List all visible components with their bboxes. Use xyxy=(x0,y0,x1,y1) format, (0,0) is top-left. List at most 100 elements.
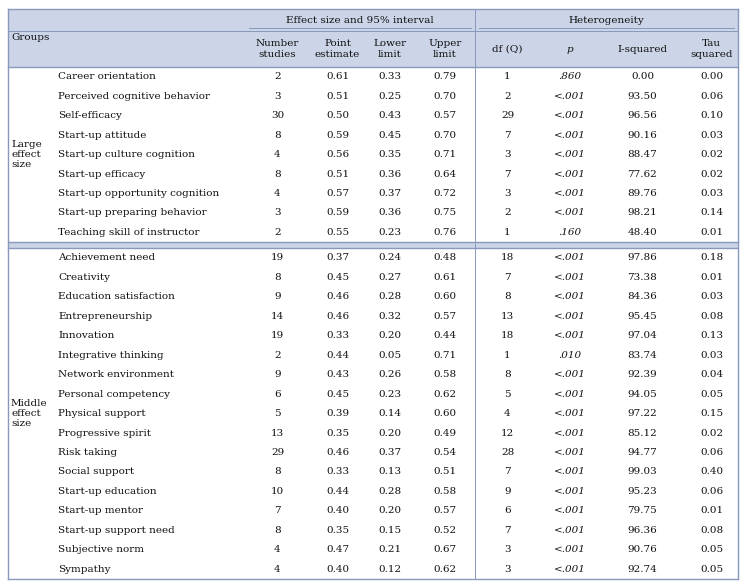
Bar xyxy=(8,287,738,306)
Text: 0.33: 0.33 xyxy=(326,331,349,340)
Text: 99.03: 99.03 xyxy=(627,467,657,476)
Bar xyxy=(8,184,738,203)
Text: 90.76: 90.76 xyxy=(627,545,657,554)
Text: .010: .010 xyxy=(559,350,582,360)
Text: 0.57: 0.57 xyxy=(326,189,349,198)
Text: 0.71: 0.71 xyxy=(433,150,457,159)
Text: 0.03: 0.03 xyxy=(700,350,723,360)
Text: <.001: <.001 xyxy=(554,487,586,496)
Text: 0.54: 0.54 xyxy=(433,448,457,457)
Text: 90.16: 90.16 xyxy=(627,131,657,139)
Text: <.001: <.001 xyxy=(554,92,586,101)
Text: 4: 4 xyxy=(275,150,280,159)
Text: 0.23: 0.23 xyxy=(378,390,401,399)
Text: <.001: <.001 xyxy=(554,189,586,198)
Text: 0.20: 0.20 xyxy=(378,429,401,437)
Text: 0.57: 0.57 xyxy=(433,111,457,120)
Text: 0.35: 0.35 xyxy=(378,150,401,159)
Text: 0.72: 0.72 xyxy=(433,189,457,198)
Text: 0.59: 0.59 xyxy=(326,131,349,139)
Bar xyxy=(8,326,738,346)
Text: 0.23: 0.23 xyxy=(378,228,401,237)
Bar xyxy=(8,145,738,164)
Text: 0.00: 0.00 xyxy=(631,72,654,81)
Text: 0.05: 0.05 xyxy=(700,564,723,574)
Text: 8: 8 xyxy=(275,273,280,282)
Text: 3: 3 xyxy=(504,564,511,574)
Bar xyxy=(8,86,738,106)
Text: 0.04: 0.04 xyxy=(700,370,723,379)
Text: 13: 13 xyxy=(501,312,514,321)
Bar xyxy=(8,248,738,268)
Text: 0.13: 0.13 xyxy=(700,331,723,340)
Text: 0.21: 0.21 xyxy=(378,545,401,554)
Text: 0.39: 0.39 xyxy=(326,409,349,418)
Text: 9: 9 xyxy=(275,292,280,301)
Bar xyxy=(8,164,738,184)
Bar xyxy=(8,462,738,482)
Text: 3: 3 xyxy=(504,189,511,198)
Text: 0.45: 0.45 xyxy=(326,273,349,282)
Text: 4: 4 xyxy=(275,545,280,554)
Text: <.001: <.001 xyxy=(554,312,586,321)
Text: 0.57: 0.57 xyxy=(433,312,457,321)
Text: 9: 9 xyxy=(275,370,280,379)
Text: 0.47: 0.47 xyxy=(326,545,349,554)
Bar xyxy=(8,203,738,223)
Text: 0.33: 0.33 xyxy=(326,467,349,476)
Bar xyxy=(8,242,738,248)
Text: 92.74: 92.74 xyxy=(627,564,657,574)
Text: 0.59: 0.59 xyxy=(326,209,349,218)
Text: 0.14: 0.14 xyxy=(378,409,401,418)
Text: Education satisfaction: Education satisfaction xyxy=(58,292,175,301)
Text: .160: .160 xyxy=(559,228,582,237)
Text: Heterogeneity: Heterogeneity xyxy=(568,16,645,25)
Text: <.001: <.001 xyxy=(554,564,586,574)
Text: 0.20: 0.20 xyxy=(378,331,401,340)
Text: 0.24: 0.24 xyxy=(378,253,401,262)
Text: 8: 8 xyxy=(275,131,280,139)
Text: 0.79: 0.79 xyxy=(433,72,457,81)
Text: 0.45: 0.45 xyxy=(326,390,349,399)
Text: 0.46: 0.46 xyxy=(326,312,349,321)
Text: 0.60: 0.60 xyxy=(433,409,457,418)
Text: 0.03: 0.03 xyxy=(700,292,723,301)
Text: 0.26: 0.26 xyxy=(378,370,401,379)
Text: 6: 6 xyxy=(504,506,511,516)
Text: 0.58: 0.58 xyxy=(433,487,457,496)
Text: 0.05: 0.05 xyxy=(700,390,723,399)
Text: 89.76: 89.76 xyxy=(627,189,657,198)
Text: 0.01: 0.01 xyxy=(700,506,723,516)
Text: 0.05: 0.05 xyxy=(700,545,723,554)
Text: 0.00: 0.00 xyxy=(700,72,723,81)
Text: 0.70: 0.70 xyxy=(433,92,457,101)
Text: 0.03: 0.03 xyxy=(700,131,723,139)
Text: 0.71: 0.71 xyxy=(433,350,457,360)
Text: 0.43: 0.43 xyxy=(378,111,401,120)
Text: 0.49: 0.49 xyxy=(433,429,457,437)
Text: 4: 4 xyxy=(275,189,280,198)
Text: df (Q): df (Q) xyxy=(492,45,523,54)
Text: 0.03: 0.03 xyxy=(700,189,723,198)
Text: Sympathy: Sympathy xyxy=(58,564,110,574)
Text: Start-up support need: Start-up support need xyxy=(58,526,175,535)
Text: 18: 18 xyxy=(501,331,514,340)
Text: 28: 28 xyxy=(501,448,514,457)
Text: 0.64: 0.64 xyxy=(433,169,457,179)
Text: 2: 2 xyxy=(504,92,511,101)
Text: 0.43: 0.43 xyxy=(326,370,349,379)
Text: 93.50: 93.50 xyxy=(627,92,657,101)
Text: 0.55: 0.55 xyxy=(326,228,349,237)
Text: 29: 29 xyxy=(271,448,284,457)
Text: Start-up education: Start-up education xyxy=(58,487,157,496)
Text: Number
studies: Number studies xyxy=(256,39,299,59)
Text: 0.76: 0.76 xyxy=(433,228,457,237)
Text: 7: 7 xyxy=(275,506,280,516)
Text: Perceived cognitive behavior: Perceived cognitive behavior xyxy=(58,92,210,101)
Text: <.001: <.001 xyxy=(554,467,586,476)
Text: 1: 1 xyxy=(504,228,511,237)
Text: 0.06: 0.06 xyxy=(700,487,723,496)
Text: 0.08: 0.08 xyxy=(700,312,723,321)
Text: 0.25: 0.25 xyxy=(378,92,401,101)
Text: <.001: <.001 xyxy=(554,209,586,218)
